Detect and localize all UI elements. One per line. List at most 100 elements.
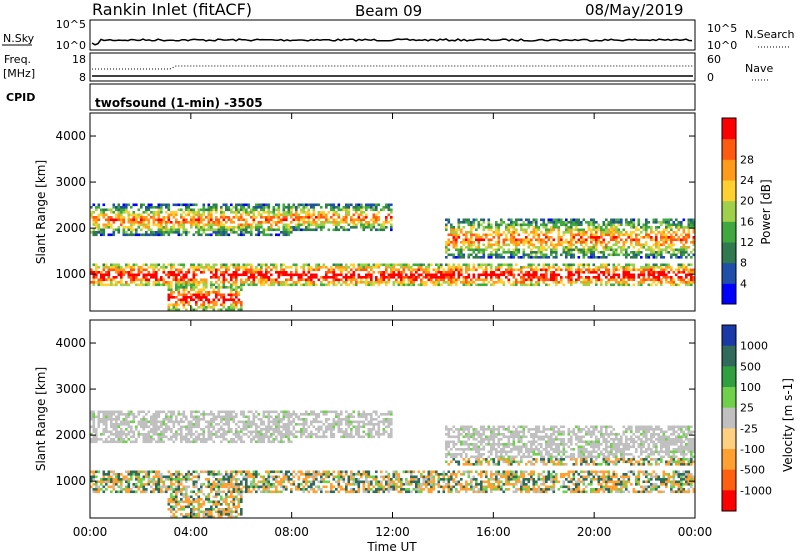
heatmap-cell (585, 268, 588, 272)
heatmap-cell (512, 226, 516, 229)
heatmap-cell (240, 440, 243, 444)
heatmap-cell (425, 276, 428, 279)
heatmap-cell (425, 271, 428, 274)
heatmap-cell (252, 213, 256, 217)
heatmap-cell (332, 276, 336, 279)
heatmap-cell (357, 213, 361, 217)
heatmap-cell (100, 283, 103, 287)
heatmap-cell (612, 266, 616, 269)
heatmap-cell (202, 206, 206, 209)
heatmap-cell (210, 223, 213, 227)
heatmap-cell (185, 500, 188, 504)
heatmap-cell (677, 268, 681, 272)
heatmap-cell (170, 263, 173, 267)
heatmap-cell (357, 276, 361, 279)
heatmap-cell (657, 221, 661, 224)
heatmap-cell (202, 231, 206, 234)
heatmap-cell (680, 233, 683, 237)
heatmap-cell (137, 273, 141, 277)
heatmap-cell (157, 213, 161, 217)
heatmap-cell (332, 228, 336, 232)
heatmap-cell (510, 236, 513, 239)
heatmap-cell (280, 478, 283, 481)
heatmap-cell (282, 281, 286, 284)
heatmap-cell (380, 226, 383, 229)
heatmap-cell (565, 246, 568, 249)
heatmap-cell (532, 236, 536, 239)
heatmap-cell (175, 221, 178, 224)
heatmap-cell (355, 203, 358, 207)
heatmap-cell (235, 498, 238, 501)
heatmap-cell (322, 283, 326, 287)
heatmap-cell (482, 251, 486, 254)
heatmap-cell (550, 248, 553, 252)
heatmap-cell (387, 208, 391, 212)
heatmap-cell (642, 281, 646, 284)
heatmap-cell (282, 226, 286, 229)
heatmap-cell (495, 251, 498, 254)
heatmap-cell (120, 221, 123, 224)
heatmap-cell (165, 430, 168, 434)
heatmap-cell (342, 221, 346, 224)
heatmap-cell (382, 263, 386, 267)
heatmap-cell (485, 278, 488, 282)
heatmap-cell (637, 268, 641, 272)
heatmap-cell (285, 271, 288, 274)
heatmap-cell (560, 281, 563, 284)
heatmap-cell (190, 410, 193, 414)
heatmap-cell (172, 296, 176, 299)
heatmap-cell (562, 251, 566, 254)
heatmap-cell (690, 241, 693, 244)
heatmap-cell (182, 303, 186, 307)
heatmap-cell (510, 233, 513, 237)
heatmap-cell (587, 246, 591, 249)
colorbar-segment (722, 138, 736, 160)
heatmap-cell (137, 226, 141, 229)
heatmap-cell (167, 288, 171, 292)
heatmap-cell (280, 266, 283, 269)
heatmap-cell (240, 288, 243, 292)
heatmap-cell (127, 473, 131, 476)
heatmap-cell (92, 440, 96, 444)
heatmap-cell (555, 263, 558, 267)
colorbar-segment (722, 118, 736, 140)
heatmap-cell (100, 271, 103, 274)
heatmap-cell (625, 271, 628, 274)
heatmap-cell (272, 281, 276, 284)
heatmap-cell (130, 428, 133, 431)
heatmap-cell (245, 423, 248, 426)
heatmap-cell (187, 475, 191, 479)
heatmap-cell (262, 228, 266, 232)
heatmap-cell (347, 266, 351, 269)
heatmap-cell (227, 273, 231, 277)
heatmap-cell (277, 221, 281, 224)
heatmap-cell (215, 276, 218, 279)
heatmap-cell (170, 435, 173, 439)
heatmap-cell (192, 218, 196, 222)
heatmap-cell (457, 271, 461, 274)
heatmap-cell (135, 263, 138, 267)
heatmap-cell (672, 253, 676, 257)
heatmap-cell (165, 490, 168, 494)
heatmap-cell (352, 273, 356, 277)
heatmap-cell (522, 243, 526, 247)
heatmap-cell (477, 246, 481, 249)
heatmap-cell (387, 266, 391, 269)
heatmap-cell (455, 228, 458, 232)
heatmap-cell (202, 281, 206, 284)
heatmap-cell (687, 218, 691, 222)
heatmap-cell (190, 433, 193, 436)
heatmap-cell (130, 218, 133, 222)
heatmap-cell (490, 251, 493, 254)
heatmap-cell (107, 226, 111, 229)
heatmap-cell (192, 515, 196, 519)
heatmap-cell (687, 263, 691, 267)
heatmap-cell (122, 233, 126, 237)
heatmap-cell (465, 283, 468, 287)
heatmap-cell (237, 438, 241, 441)
heatmap-cell (390, 211, 393, 214)
heatmap-cell (230, 490, 233, 494)
heatmap-cell (167, 508, 171, 511)
heatmap-cell (230, 438, 233, 441)
heatmap-cell (472, 248, 476, 252)
